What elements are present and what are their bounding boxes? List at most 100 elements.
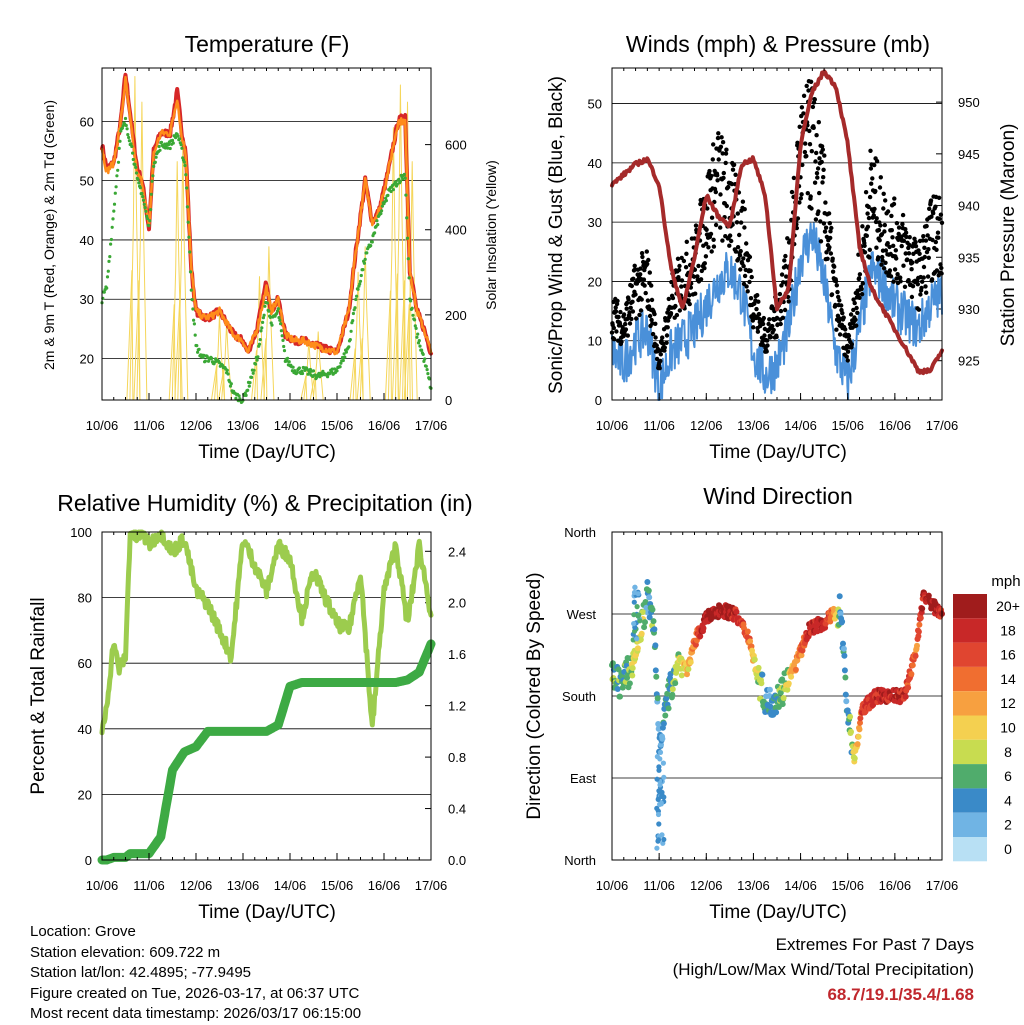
temperature-ytick-label: 30: [80, 292, 94, 307]
dewpoint-point: [150, 179, 154, 183]
wind-gust-point: [872, 162, 877, 168]
wind-gust-point: [815, 175, 820, 180]
direction-point: [638, 630, 645, 637]
wind-gust-point: [738, 248, 743, 254]
wind-gust-point: [901, 238, 907, 243]
wind-gust-point: [891, 279, 896, 284]
direction-point: [917, 615, 924, 621]
wind-gust-point: [664, 340, 669, 345]
solar-insolation-spike: [300, 375, 308, 401]
wind-gust-point: [860, 281, 865, 286]
dewpoint-point: [420, 348, 424, 352]
direction-point: [656, 767, 662, 773]
direction-point: [634, 636, 640, 642]
wind-gust-point: [683, 265, 689, 270]
direction-point: [751, 656, 758, 663]
direction-point: [914, 642, 920, 649]
humidity-xtick-label: 16/06: [368, 878, 401, 893]
dewpoint-point: [193, 333, 197, 337]
wind-gust-point: [851, 297, 856, 302]
extremes-box: Extremes For Past 7 Days (High/Low/Max W…: [673, 932, 974, 1007]
wind-gust-point: [742, 273, 748, 279]
dewpoint-point: [291, 365, 295, 369]
wind-gust-point: [916, 307, 922, 312]
dewpoint-point: [115, 174, 119, 178]
wind-gust-point: [843, 327, 848, 332]
dewpoint-point: [126, 133, 130, 137]
direction-point: [652, 642, 659, 649]
location-text: Location: Grove: [30, 923, 136, 940]
wind-gust-point: [646, 304, 652, 309]
dewpoint-point: [421, 352, 425, 356]
direction-point: [654, 845, 660, 851]
wind-gust-point: [724, 203, 729, 209]
wind-gust-point: [846, 333, 852, 339]
solar-ytick-label: 0: [445, 393, 452, 408]
wind-gust-point: [835, 313, 841, 318]
wind-gust-point: [670, 295, 676, 301]
wind-gust-point: [805, 191, 810, 196]
wind-gust-point: [751, 325, 756, 330]
dewpoint-point: [186, 220, 190, 224]
dewpoint-point: [202, 353, 206, 357]
wind-gust-point: [833, 279, 839, 284]
wind-gust-point: [892, 196, 897, 201]
wind-gust-point: [716, 131, 721, 136]
wind-gust-point: [741, 256, 746, 261]
direction-xtick-label: 16/06: [879, 878, 912, 893]
wind-gust-point: [898, 275, 903, 280]
wind-gust-point: [755, 293, 760, 298]
wind-gust-point: [704, 241, 709, 246]
direction-point: [678, 672, 685, 679]
dewpoint-point: [359, 273, 363, 278]
dewpoint-point: [116, 160, 121, 164]
rain-ytick-label: 2.4: [448, 544, 466, 559]
wind-gust-point: [910, 284, 916, 289]
wind-gust-point: [799, 192, 804, 197]
wind-gust-point: [873, 219, 879, 225]
wind-gust-point: [677, 263, 682, 269]
colorbar-unit: mph: [991, 573, 1020, 590]
dewpoint-point: [118, 139, 122, 143]
wind-gust-point: [626, 297, 631, 302]
rain-ytick-label: 0.0: [448, 853, 466, 868]
dewpoint-point: [151, 174, 155, 178]
wind-gust-point: [903, 230, 909, 235]
wind-gust-point: [835, 289, 840, 295]
dewpoint-point: [295, 371, 299, 375]
direction-ylabel: Direction (Colored By Speed): [524, 572, 545, 819]
temperature-xtick-label: 10/06: [86, 418, 119, 433]
dewpoint-point: [424, 364, 428, 368]
solar-insolation-spike: [260, 338, 268, 401]
wind-gust-point: [654, 343, 659, 348]
winds-ylabel: Sonic/Prop Wind & Gust (Blue, Black): [546, 76, 567, 394]
direction-point: [654, 695, 661, 702]
wind-gust-point: [859, 286, 864, 292]
direction-point: [659, 793, 665, 800]
direction-xtick-label: 11/06: [643, 878, 675, 893]
dewpoint-point: [116, 168, 120, 172]
wind-gust-point: [744, 284, 749, 289]
dewpoint-point: [353, 306, 357, 310]
dewpoint-series: [100, 116, 433, 404]
wind-gust-point: [797, 200, 802, 205]
direction-point: [644, 579, 651, 585]
wind-gust-point: [935, 230, 941, 235]
humidity-xtick-label: 10/06: [86, 878, 119, 893]
wind-gust-point: [894, 256, 899, 261]
dewpoint-point: [197, 347, 201, 351]
wind-gust-point: [927, 206, 932, 211]
humidity-xtick-label: 14/06: [274, 878, 307, 893]
wind-gust-point: [809, 206, 814, 211]
dewpoint-point: [248, 381, 252, 385]
dewpoint-point: [425, 368, 429, 372]
wind-gust-point: [747, 279, 752, 285]
wind-gust-point: [729, 238, 734, 244]
wind-gust-point: [872, 206, 877, 212]
wind-gust-point: [828, 251, 834, 256]
solar-insolation-spike: [168, 304, 176, 401]
wind-gust-point: [665, 318, 671, 323]
wind-gust-point: [705, 206, 710, 211]
dewpoint-point: [293, 369, 297, 373]
dewpoint-point: [134, 165, 138, 169]
